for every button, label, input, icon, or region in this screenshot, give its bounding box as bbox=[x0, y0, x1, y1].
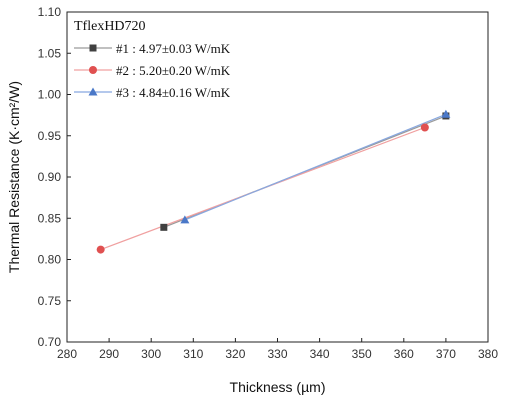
legend-swatch-marker bbox=[89, 44, 97, 52]
y-tick-label: 0.80 bbox=[38, 253, 62, 267]
y-tick-label: 1.05 bbox=[38, 46, 62, 60]
x-tick-label: 350 bbox=[352, 347, 372, 361]
legend-title: TflexHD720 bbox=[74, 19, 146, 34]
series-2-point bbox=[96, 245, 105, 254]
y-tick-label: 0.90 bbox=[38, 170, 62, 184]
legend-swatch-marker bbox=[89, 66, 97, 74]
series-3-point bbox=[441, 109, 451, 118]
x-tick-label: 330 bbox=[267, 347, 287, 361]
x-tick-label: 340 bbox=[310, 347, 330, 361]
y-tick-label: 0.85 bbox=[38, 211, 62, 225]
x-tick-label: 280 bbox=[57, 347, 77, 361]
series-3-point bbox=[180, 215, 190, 224]
legend-label: #2 : 5.20±0.20 W/mK bbox=[116, 63, 231, 78]
plot-frame bbox=[66, 11, 489, 343]
y-tick-label: 1.00 bbox=[38, 88, 62, 102]
series-1-point bbox=[160, 223, 168, 231]
legend-swatch-marker bbox=[88, 87, 98, 96]
x-axis-ticks: 280 290 300 310 320 330 340 350 360 370 380 bbox=[57, 338, 498, 361]
y-axis-title: Thermal Resistance (K·cm²/W) bbox=[6, 81, 22, 273]
series-lines bbox=[100, 113, 447, 251]
x-tick-label: 370 bbox=[436, 347, 456, 361]
legend: TflexHD720 #1 : 4.97±0.03 W/mK #2 : 5.20±… bbox=[74, 19, 231, 100]
y-tick-label: 0.70 bbox=[38, 335, 62, 349]
x-tick-label: 320 bbox=[225, 347, 245, 361]
x-axis-title: Thickness (µm) bbox=[230, 379, 326, 395]
x-tick-label: 300 bbox=[141, 347, 161, 361]
legend-label: #1 : 4.97±0.03 W/mK bbox=[116, 41, 231, 56]
y-tick-label: 1.10 bbox=[38, 5, 62, 19]
legend-label: #3 : 4.84±0.16 W/mK bbox=[116, 85, 231, 100]
x-tick-label: 310 bbox=[183, 347, 203, 361]
x-tick-label: 380 bbox=[478, 347, 498, 361]
y-axis-ticks: 0.70 0.75 0.80 0.85 0.90 0.95 1.00 1.05 1.10 bbox=[38, 5, 71, 349]
series-2-point bbox=[420, 123, 429, 132]
series-markers bbox=[96, 109, 451, 254]
series-3-line bbox=[184, 113, 447, 221]
y-tick-label: 0.75 bbox=[38, 294, 62, 308]
x-tick-label: 290 bbox=[99, 347, 119, 361]
y-tick-label: 0.95 bbox=[38, 129, 62, 143]
x-tick-label: 360 bbox=[394, 347, 414, 361]
